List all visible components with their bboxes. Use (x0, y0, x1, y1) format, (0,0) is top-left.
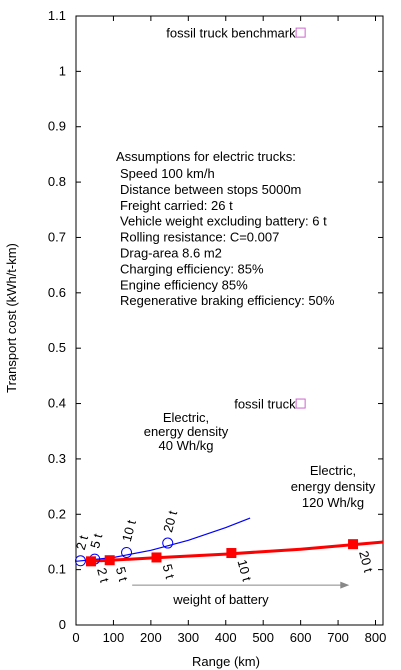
assumption-line: Distance between stops 5000m (120, 182, 301, 197)
point-1-3 (226, 548, 237, 559)
series-markers (74, 27, 359, 567)
x-tick-label: 100 (103, 630, 125, 645)
series-label-40wh: energy density (144, 424, 229, 439)
point-2-0 (295, 398, 306, 409)
y-tick-label: 0.1 (48, 562, 66, 577)
x-axis-label: Range (km) (192, 654, 260, 669)
point-label-0-3: 20 t (160, 509, 180, 534)
y-tick-label: 0 (59, 617, 66, 632)
fossil-truck-benchmark-label: fossil truck benchmark (166, 26, 296, 41)
assumption-line: Speed 100 km/h (120, 166, 215, 181)
point-label-0-1: 5 t (87, 532, 105, 550)
y-tick-label: 0.9 (48, 119, 66, 134)
assumption-line: Engine efficiency 85% (120, 277, 248, 292)
point-3-0 (295, 27, 306, 38)
point-1-0 (85, 556, 96, 567)
y-tick-label: 0.2 (48, 506, 66, 521)
point-label-1-0: 2 t (94, 566, 112, 584)
point-label-0-2: 10 t (119, 518, 139, 543)
x-tick-label: 500 (252, 630, 274, 645)
point-label-1-2: 5 t (160, 562, 178, 580)
point-1-4 (348, 539, 359, 550)
y-tick-label: 0.5 (48, 340, 66, 355)
x-tick-label: 800 (365, 630, 387, 645)
assumption-line: Freight carried: 26 t (120, 198, 233, 213)
battery-weight-label: weight of battery (172, 592, 269, 607)
point-0-2 (121, 546, 133, 558)
series-line-1 (90, 540, 384, 563)
assumptions-title: Assumptions for electric trucks: (116, 149, 296, 164)
y-axis-label: Transport cost (kWh/t-km) (4, 243, 19, 393)
point-1-1 (104, 555, 115, 566)
y-tick-label: 0.7 (48, 229, 66, 244)
x-tick-label: 200 (140, 630, 162, 645)
y-tick-label: 0.8 (48, 174, 66, 189)
assumption-line: Rolling resistance: C=0.007 (120, 230, 279, 245)
assumption-line: Regenerative braking efficiency: 50% (120, 293, 335, 308)
series-label-40wh: 40 Wh/kg (159, 438, 214, 453)
x-tick-label: 400 (215, 630, 237, 645)
x-tick-label: 600 (290, 630, 312, 645)
axes: 0 100 200 300 400 500 600 700 800 0 0.1 0.2 0.3 0.4 0.… (48, 8, 386, 645)
series-label-120wh: energy density (291, 479, 376, 494)
assumption-line: Vehicle weight excluding battery: 6 t (120, 214, 327, 229)
y-tick-label: 1.1 (48, 8, 66, 23)
point-label-1-3: 10 t (235, 558, 255, 583)
point-1-2 (151, 552, 162, 563)
x-tick-label: 700 (327, 630, 349, 645)
annotations: Assumptions for electric trucks: Speed 10… (116, 26, 376, 607)
y-tick-label: 0.4 (48, 396, 66, 411)
point-0-3 (162, 537, 174, 549)
assumption-line: Charging efficiency: 85% (120, 261, 264, 276)
point-0-0 (74, 555, 86, 567)
series-label-40wh: Electric, (163, 410, 209, 425)
plot-frame (75, 15, 384, 626)
point-label-1-4: 20 t (356, 549, 376, 574)
y-tick-label: 0.3 (48, 451, 66, 466)
series-label-120wh: Electric, (310, 463, 356, 478)
y-tick-label: 1 (59, 63, 66, 78)
point-label-1-1: 5 t (113, 565, 131, 583)
battery-weight-arrowhead (340, 581, 350, 589)
assumption-line: Drag-area 8.6 m2 (120, 246, 222, 261)
y-tick-label: 0.6 (48, 285, 66, 300)
fossil-truck-label: fossil truck (234, 397, 296, 412)
point-label-0-0: 2 t (73, 533, 91, 551)
x-tick-label: 300 (177, 630, 199, 645)
x-tick-label: 0 (72, 630, 79, 645)
series-label-120wh: 120 Wh/kg (302, 495, 364, 510)
